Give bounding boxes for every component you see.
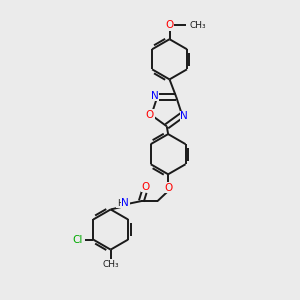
Text: N: N xyxy=(181,112,188,122)
Text: N: N xyxy=(151,91,158,100)
Text: O: O xyxy=(141,182,150,192)
Text: Cl: Cl xyxy=(73,235,83,244)
Text: O: O xyxy=(146,110,154,120)
Text: CH₃: CH₃ xyxy=(189,21,206,30)
Text: H: H xyxy=(117,199,124,208)
Text: O: O xyxy=(165,20,174,30)
Text: O: O xyxy=(164,183,172,193)
Text: N: N xyxy=(121,198,129,208)
Text: CH₃: CH₃ xyxy=(102,260,119,268)
